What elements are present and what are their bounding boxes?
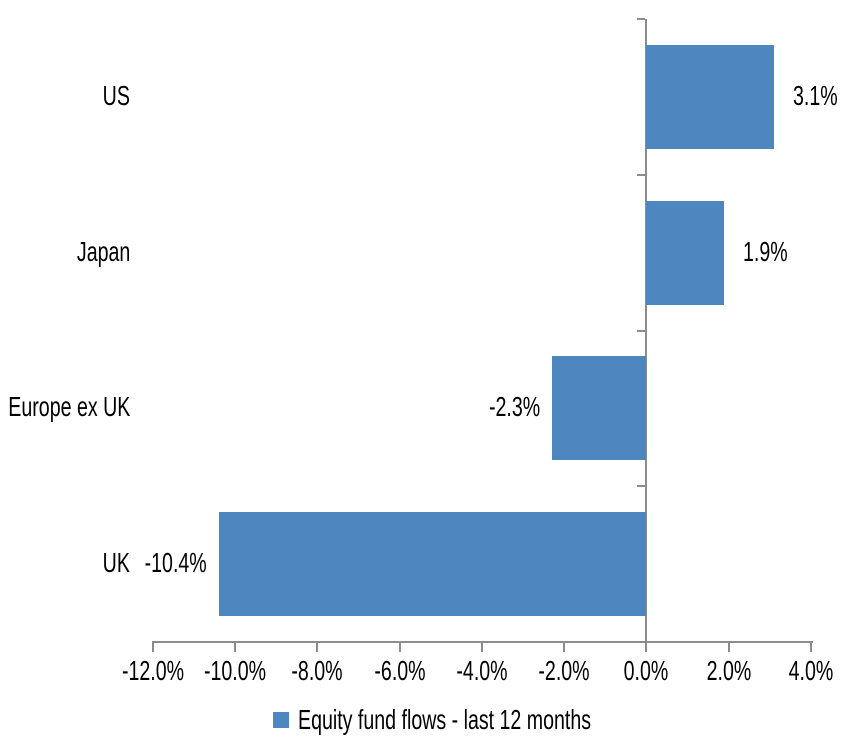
x-axis-tick [234, 641, 237, 652]
x-tick-label-0-text: -12.0% [121, 655, 185, 686]
x-tick-label-1: -10.0% [191, 656, 280, 686]
value-label-us-text: 3.1% [792, 79, 838, 111]
value-label-uk-text: -10.4% [144, 547, 207, 579]
x-tick-label-7-text: 2.0% [706, 655, 751, 686]
x-tick-label-8-text: 4.0% [788, 655, 834, 686]
value-label-japan: 1.9% [743, 235, 807, 267]
x-axis-tick [398, 641, 401, 652]
category-label-japan: Japan [54, 235, 130, 267]
x-tick-label-4: -4.0% [445, 656, 518, 686]
y-axis-line [645, 19, 648, 643]
x-tick-label-7: 2.0% [697, 656, 761, 686]
x-tick-label-6: 0.0% [614, 656, 678, 686]
x-axis-tick [152, 641, 154, 652]
x-tick-label-3-text: -6.0% [374, 655, 426, 686]
category-label-us: US [91, 79, 130, 111]
y-axis-tick [637, 173, 646, 176]
y-axis-tick [637, 18, 646, 20]
x-tick-label-6-text: 0.0% [623, 655, 669, 686]
value-label-uk: -10.4% [118, 548, 207, 578]
x-tick-label-1-text: -10.0% [204, 655, 267, 686]
category-label-japan-text: Japan [76, 235, 130, 267]
legend-label: Equity fund flows - last 12 months [298, 704, 592, 735]
bar-us [646, 44, 774, 149]
x-tick-label-2-text: -8.0% [291, 655, 344, 686]
x-axis-tick [727, 641, 730, 652]
bar-uk [218, 512, 647, 617]
x-axis-tick [316, 641, 319, 652]
bar-japan [646, 200, 725, 305]
legend-swatch-icon [273, 712, 289, 728]
legend: Equity fund flows - last 12 months [273, 705, 717, 735]
category-label-us-text: US [102, 79, 130, 111]
category-label-europe-ex-uk: Europe ex UK [0, 392, 130, 422]
value-label-europe-ex-uk-text: -2.3% [488, 391, 540, 423]
x-tick-label-5: -2.0% [528, 656, 601, 686]
value-label-japan-text: 1.9% [743, 235, 789, 267]
x-axis-tick [645, 641, 648, 652]
y-axis-tick [637, 485, 646, 488]
category-label-europe-ex-uk-text: Europe ex UK [7, 391, 130, 423]
x-tick-label-5-text: -2.0% [538, 655, 590, 686]
x-axis-tick [809, 641, 812, 652]
value-label-us: 3.1% [792, 79, 852, 111]
y-axis-tick [637, 329, 646, 332]
x-tick-label-0: -12.0% [109, 656, 198, 686]
x-axis-tick [563, 641, 566, 652]
y-axis-tick [637, 641, 646, 643]
category-label-uk-text: UK [102, 547, 130, 579]
x-tick-label-2: -8.0% [281, 656, 354, 686]
category-label-uk: UK [91, 548, 130, 578]
x-tick-label-3: -6.0% [363, 656, 436, 686]
bar-europe-ex-uk [551, 356, 647, 461]
x-tick-label-8: 4.0% [779, 656, 843, 686]
x-tick-label-4-text: -4.0% [456, 655, 508, 686]
value-label-europe-ex-uk: -2.3% [467, 392, 540, 422]
x-axis-tick [480, 641, 483, 652]
